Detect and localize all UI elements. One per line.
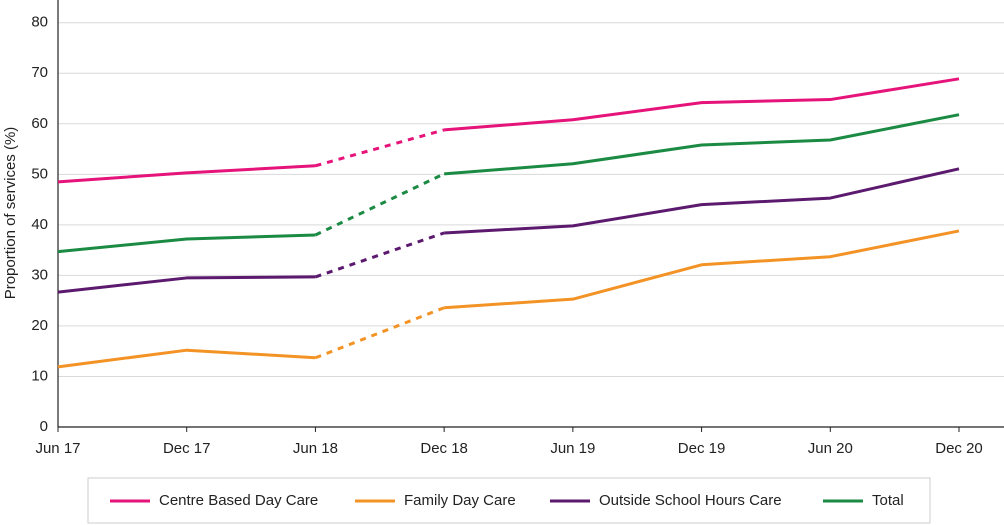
series-line xyxy=(444,113,960,176)
x-tick-label: Dec 20 xyxy=(935,440,983,457)
y-tick-label: 80 xyxy=(31,14,48,31)
series-line-dashed xyxy=(315,128,445,168)
legend-label: Outside School Hours Care xyxy=(599,492,782,509)
series-line xyxy=(57,233,316,254)
y-tick-label: 30 xyxy=(31,266,48,283)
legend-label: Centre Based Day Care xyxy=(159,492,318,509)
y-tick-label: 60 xyxy=(31,115,48,132)
series-line xyxy=(444,167,960,235)
series-line xyxy=(57,348,316,369)
series-line-dashed xyxy=(314,172,445,237)
legend-box xyxy=(87,477,931,524)
series-line xyxy=(444,77,960,132)
x-tick-label: Dec 17 xyxy=(163,440,211,457)
series-line-dashed xyxy=(314,306,445,360)
y-tick-label: 0 xyxy=(40,418,48,435)
y-tick-label: 40 xyxy=(31,216,48,233)
x-tick-label: Jun 19 xyxy=(550,440,595,457)
x-tick-label: Dec 19 xyxy=(678,440,726,457)
y-axis-label: Proportion of services (%) xyxy=(2,127,19,300)
series-line xyxy=(57,275,316,294)
x-tick-label: Jun 20 xyxy=(808,440,853,457)
x-tick-label: Dec 18 xyxy=(420,440,468,457)
y-tick-label: 50 xyxy=(31,165,48,182)
legend-label: Family Day Care xyxy=(404,492,516,509)
y-tick-label: 10 xyxy=(31,367,48,384)
x-tick-label: Jun 17 xyxy=(35,440,80,457)
y-tick-label: 20 xyxy=(31,317,48,334)
legend-label: Total xyxy=(872,492,904,509)
series-line xyxy=(444,229,960,310)
series-line-dashed xyxy=(314,231,445,279)
series-line xyxy=(57,164,316,184)
y-tick-label: 70 xyxy=(31,64,48,81)
x-tick-label: Jun 18 xyxy=(293,440,338,457)
